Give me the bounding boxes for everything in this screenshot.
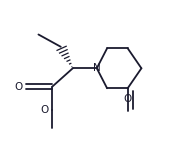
Text: O: O	[40, 105, 48, 115]
Text: O: O	[14, 82, 22, 92]
Text: N: N	[93, 62, 101, 73]
Text: O: O	[124, 94, 132, 104]
